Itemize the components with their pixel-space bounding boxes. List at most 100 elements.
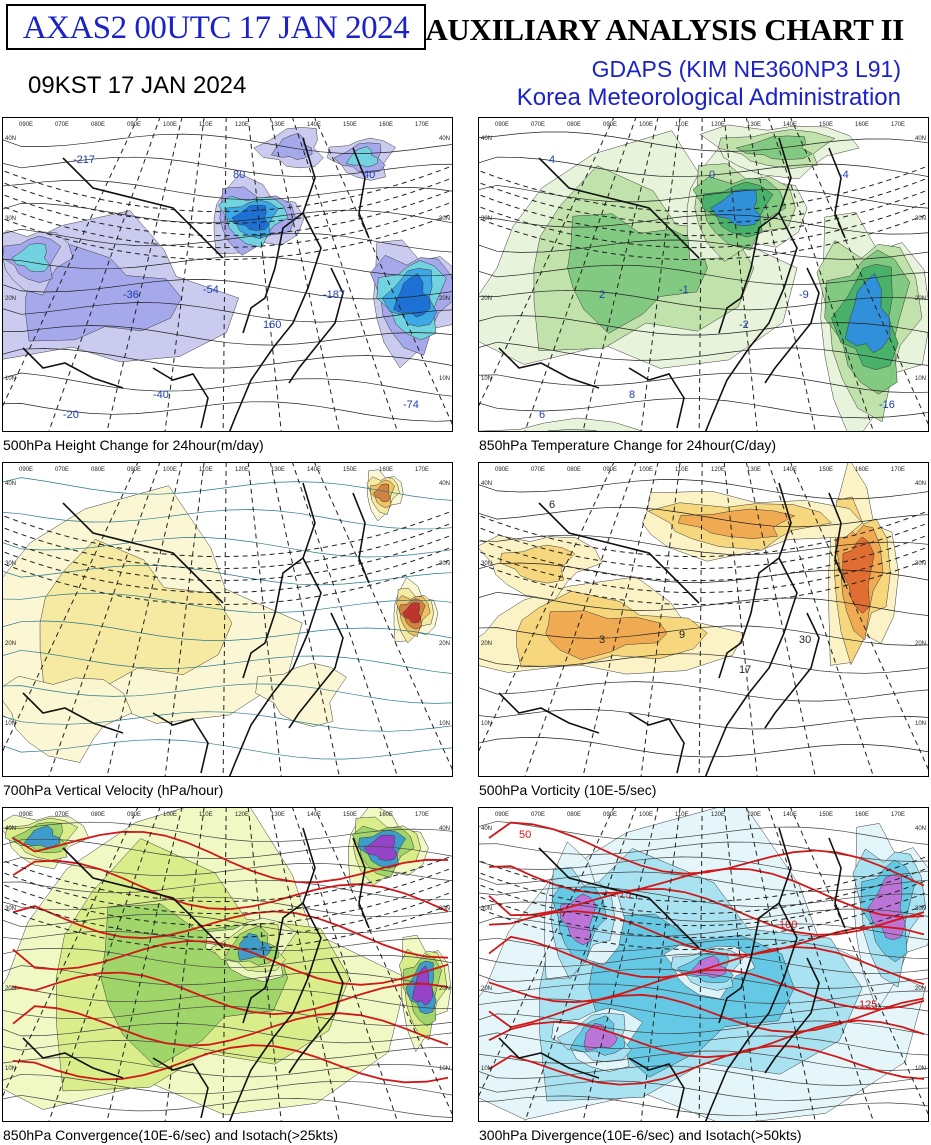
- contour-label: -20: [63, 409, 79, 421]
- longitude-label: 100E: [163, 467, 177, 473]
- longitude-line: [790, 463, 928, 770]
- longitude-line: [106, 463, 183, 776]
- longitude-line: [247, 808, 282, 1121]
- isotach-line: [488, 910, 925, 956]
- contour-line: [3, 564, 452, 586]
- contour-label: 17: [739, 664, 751, 676]
- longitude-label: 100E: [639, 122, 653, 128]
- longitude-label: 130E: [747, 122, 761, 128]
- contour-line: [3, 255, 452, 277]
- chart-id-box: AXAS2 00UTC 17 JAN 2024: [6, 4, 426, 50]
- contour-line: [479, 681, 928, 702]
- isotach-line: [488, 969, 925, 1011]
- isotach-line: [488, 865, 925, 919]
- longitude-label: 100E: [163, 122, 177, 128]
- longitude-label: 090E: [603, 122, 617, 128]
- longitude-label: 080E: [567, 812, 581, 818]
- latitude-label: 10N: [5, 721, 16, 727]
- longitude-line: [292, 118, 398, 431]
- shaded-region: [271, 132, 313, 160]
- longitude-label: 120E: [711, 122, 725, 128]
- contour-line: [479, 968, 928, 989]
- panel-300hpa-divergence: 090E 070E 080E 090E 100E 110E 120E 130E 140E 150E…: [478, 807, 929, 1122]
- latitude-label: 20N: [915, 986, 926, 992]
- latitude-label: 30N: [439, 561, 450, 567]
- longitude-label: 110E: [199, 467, 213, 473]
- latitude-label: 10N: [915, 376, 926, 382]
- coastline: [62, 847, 224, 949]
- coastline: [704, 137, 798, 431]
- contour-line: [479, 479, 928, 500]
- contour-line: [3, 913, 452, 935]
- contour-line: [479, 397, 928, 419]
- contour-line: [479, 289, 928, 311]
- contour-line: [3, 739, 452, 760]
- coastline: [242, 902, 304, 1024]
- contour-line: [3, 180, 452, 201]
- latitude-label: 40N: [481, 481, 492, 487]
- contour-line: [3, 1023, 452, 1044]
- longitude-line: [698, 463, 703, 776]
- coastline: [352, 492, 370, 584]
- contour-line: [3, 477, 452, 501]
- isotach-line: [12, 905, 449, 959]
- contour-line: [479, 709, 928, 730]
- latitude-label: 20N: [481, 986, 492, 992]
- shaded-region: [363, 834, 398, 861]
- longitude-line: [247, 118, 282, 431]
- shaded-region: [11, 243, 50, 273]
- longitude-line: [106, 808, 183, 1121]
- coastline: [22, 347, 124, 389]
- coastline: [22, 692, 124, 734]
- contour-line: [479, 214, 928, 235]
- contour-label: 30: [799, 634, 811, 646]
- longitude-line: [745, 808, 816, 1121]
- latitude-label: 30N: [5, 906, 16, 912]
- latitude-label: 20N: [5, 986, 16, 992]
- longitude-line: [292, 463, 398, 776]
- longitude-line: [269, 118, 340, 431]
- longitude-line: [745, 463, 816, 776]
- contour-label: -36: [123, 289, 139, 301]
- contour-line: [479, 1080, 928, 1101]
- coastline: [538, 502, 700, 604]
- coastline: [538, 847, 700, 949]
- coastline: [498, 1037, 600, 1079]
- contour-line: [3, 683, 452, 704]
- latitude-label: 20N: [915, 296, 926, 302]
- contour-line: [479, 653, 928, 674]
- longitude-label: 080E: [91, 467, 105, 473]
- longitude-label: 070E: [531, 122, 545, 128]
- contour-label: 3: [599, 634, 605, 646]
- longitude-label: 090E: [603, 812, 617, 818]
- longitude-label: 140E: [307, 467, 321, 473]
- latitude-label: 10N: [439, 1066, 450, 1072]
- longitude-line: [524, 808, 637, 1121]
- contour-line: [3, 1040, 452, 1061]
- longitude-line: [723, 118, 758, 431]
- latitude-label: 10N: [481, 1066, 492, 1072]
- contour-label: 125: [859, 999, 877, 1011]
- longitude-line: [314, 118, 452, 425]
- contour-line: [3, 156, 452, 178]
- longitude-label: 080E: [91, 122, 105, 128]
- coastline: [828, 492, 846, 584]
- contour-label: 50: [519, 829, 531, 841]
- longitude-line: [106, 118, 183, 431]
- longitude-line: [222, 463, 227, 776]
- caption-700hpa-vertical-velocity: 700hPa Vertical Velocity (hPa/hour): [3, 782, 224, 798]
- isotach-line: [488, 821, 925, 887]
- latitude-label: 10N: [5, 1066, 16, 1072]
- latitude-label: 30N: [481, 906, 492, 912]
- longitude-label: 090E: [19, 812, 33, 818]
- longitude-line: [164, 118, 205, 431]
- longitude-label: 150E: [819, 812, 833, 818]
- longitude-line: [48, 118, 161, 431]
- longitude-line: [314, 463, 452, 770]
- contour-label: 9: [679, 629, 685, 641]
- shaded-region: [547, 429, 597, 431]
- longitude-line: [698, 118, 703, 431]
- contour-line: [3, 325, 452, 346]
- contour-line: [479, 856, 928, 877]
- agency-name: Korea Meteorological Administration: [516, 84, 901, 111]
